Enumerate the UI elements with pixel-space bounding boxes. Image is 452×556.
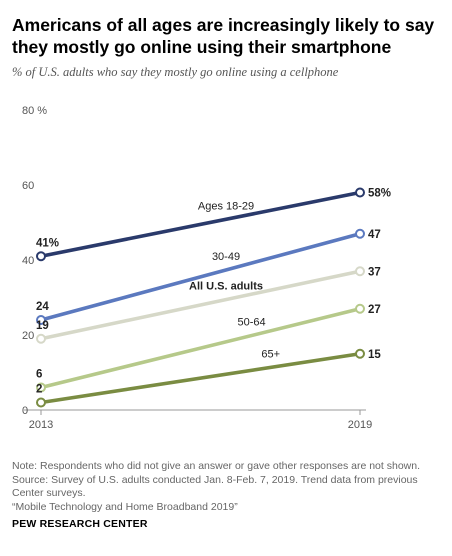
data-point [36, 251, 46, 262]
data-label: 41% [36, 237, 59, 249]
series-name-label: 65+ [261, 348, 280, 360]
series-name-label: 30-49 [212, 251, 240, 263]
chart-title: Americans of all ages are increasingly l… [12, 15, 435, 57]
series-line [39, 231, 362, 322]
data-point [355, 187, 365, 198]
data-label: 6 [36, 369, 42, 381]
data-label: 47 [368, 229, 381, 241]
data-point [355, 303, 365, 314]
chart-subtitle: % of U.S. adults who say they mostly go … [12, 65, 339, 79]
data-point [36, 382, 46, 393]
data-label: 15 [368, 349, 381, 361]
series-name-label: All U.S. adults [189, 281, 263, 293]
series-line [39, 190, 362, 259]
data-label: 19 [36, 320, 49, 332]
data-point [36, 333, 46, 344]
source-line: Source: Survey of U.S. adults conducted … [12, 473, 418, 486]
source-organization: PEW RESEARCH CENTER [12, 518, 148, 530]
x-tick-label: 2013 [29, 419, 53, 431]
source-line-cont: Center surveys. [12, 487, 86, 499]
data-label: 27 [368, 304, 381, 316]
x-tick-label: 2019 [348, 419, 372, 431]
series-name-label: 50-64 [237, 317, 265, 329]
y-tick-label: 80 % [22, 105, 47, 117]
note-line: Note: Respondents who did not give an an… [12, 460, 420, 472]
line-chart: 0 20 40 60 80 % 2013 2019 41% 58% 24 47 19 37 6 27 2 15 A… [22, 105, 391, 431]
data-label: 24 [36, 301, 49, 313]
report-title: “Mobile Technology and Home Broadband 20… [12, 500, 238, 513]
y-tick-label: 40 [22, 255, 34, 267]
data-point [355, 348, 365, 359]
data-point [355, 266, 365, 277]
data-label: 37 [368, 266, 381, 278]
series-line [39, 269, 362, 341]
y-tick-label: 60 [22, 180, 34, 192]
series-line [39, 351, 362, 405]
chart-notes: Note: Respondents who did not give an an… [12, 460, 442, 514]
data-label: 2 [36, 384, 42, 396]
series-name-label: Ages 18-29 [198, 200, 254, 212]
data-point [36, 315, 46, 325]
y-tick-label: 0 [22, 405, 28, 417]
data-point [36, 397, 46, 408]
y-tick-label: 20 [22, 330, 34, 342]
series-line [39, 306, 362, 390]
data-label: 58% [368, 188, 391, 200]
data-point [355, 228, 365, 239]
